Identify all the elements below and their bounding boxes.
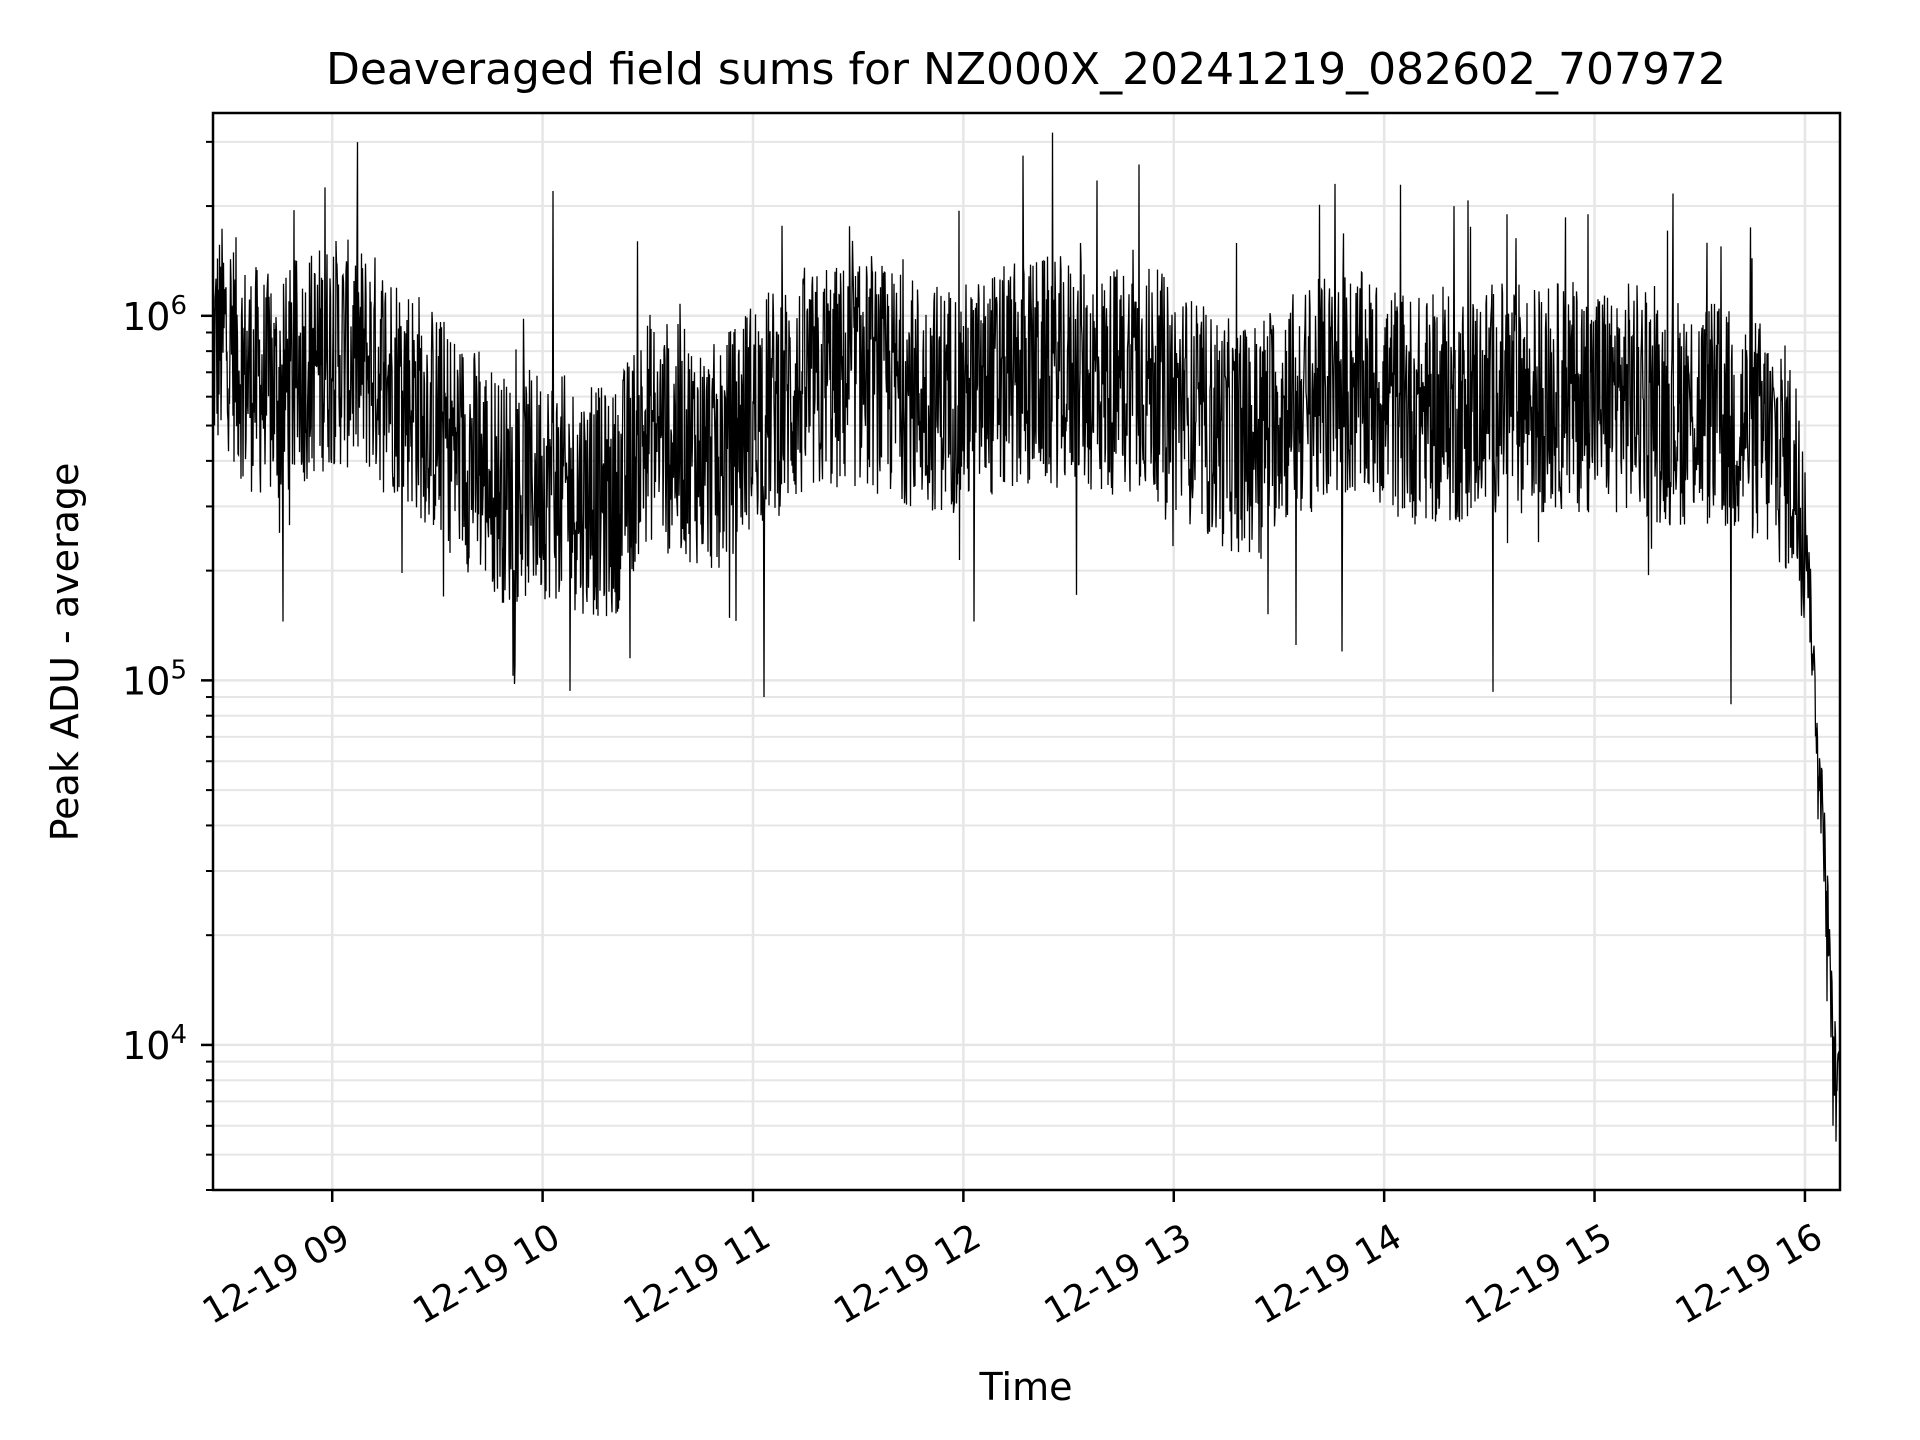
chart-title: Deaveraged field sums for NZ000X_2024121… (326, 44, 1726, 95)
x-tick-label: 12-19 15 (1458, 1216, 1619, 1332)
x-axis: 12-19 09 12-19 10 12-19 11 12-19 12 12-19 13… (196, 1190, 1829, 1333)
grid (213, 113, 1840, 1191)
x-tick-label: 12-19 09 (196, 1216, 357, 1332)
y-axis: 104 105 106 (122, 140, 213, 1191)
x-tick-label: 12-19 11 (617, 1216, 778, 1332)
plot-area (212, 132, 1841, 1149)
x-tick-label: 12-19 12 (827, 1216, 988, 1332)
x-tick-label: 12-19 16 (1669, 1216, 1830, 1332)
y-tick-label: 106 (122, 291, 187, 339)
y-tick-label: 105 (122, 655, 187, 703)
axes-frame (211, 111, 1842, 1192)
x-tick-label: 12-19 14 (1248, 1216, 1409, 1332)
x-tick-label: 12-19 13 (1038, 1216, 1199, 1332)
y-tick-label: 104 (122, 1020, 187, 1068)
y-axis-label: Peak ADU - average (43, 463, 87, 842)
x-axis-label: Time (979, 1365, 1073, 1409)
series-line (212, 132, 1841, 1149)
x-tick-label: 12-19 10 (406, 1216, 567, 1332)
